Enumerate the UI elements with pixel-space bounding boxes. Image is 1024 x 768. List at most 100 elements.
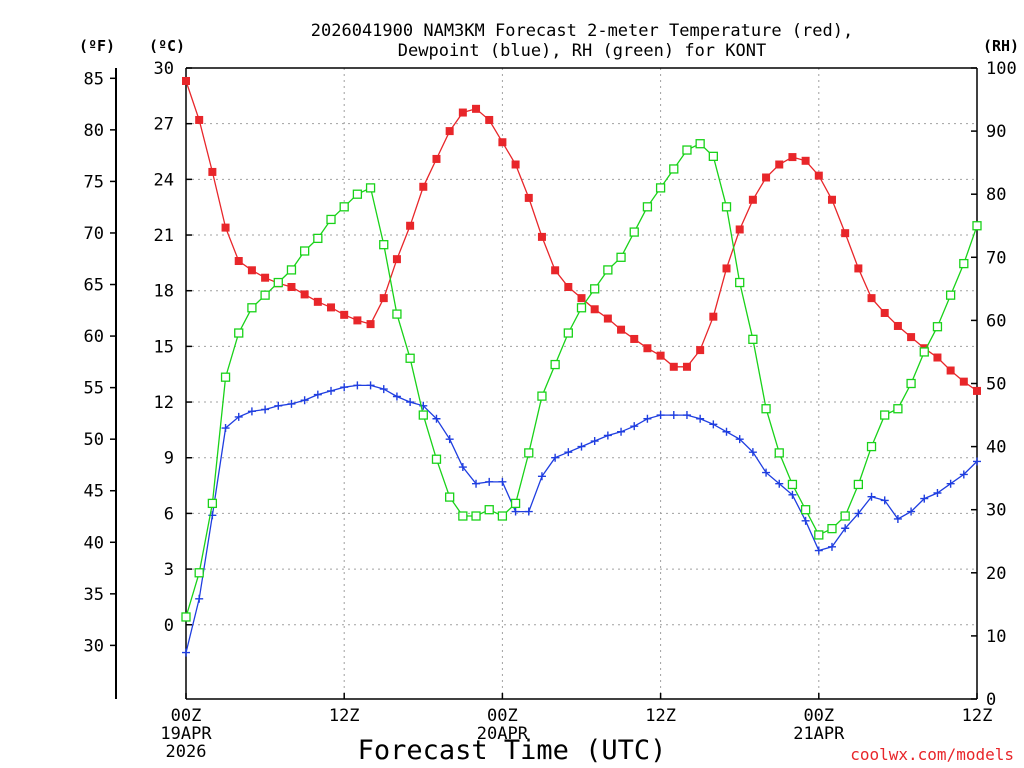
temperature-point [735,225,744,234]
fahrenheit-tick-label: 50 [84,430,104,450]
rh-point [431,454,442,464]
dewpoint-point [300,396,309,405]
temperature-point [221,223,230,232]
temperature-point [656,351,665,360]
temperature-line [185,80,978,392]
temperature-point [788,153,797,162]
temperature-point [537,232,546,241]
temperature-point [445,127,454,136]
rh-point [893,404,903,414]
temperature-point [973,386,981,395]
temperature-point [907,333,916,342]
dewpoint-point [827,542,836,551]
rh-point [629,227,639,237]
dewpoint-point [946,479,955,488]
rh-point [787,479,798,490]
dewpoint-point [379,385,388,394]
temperature-point [617,325,626,334]
dewpoint-point [893,514,902,523]
rh-tick-label: 0 [986,690,996,710]
temperature-point [814,171,823,180]
fahrenheit-tick-label: 65 [84,276,104,296]
dewpoint-point [537,472,546,481]
rh-point [814,530,824,540]
rh-tick-label: 30 [986,501,1006,521]
temperature-point [959,377,968,386]
time-tick-label: 2026 [166,742,207,762]
temperature-point [682,362,691,371]
celsius-tick-label: 18 [154,282,174,302]
temperature-point [287,282,296,291]
fahrenheit-tick-label: 80 [84,121,104,141]
fahrenheit-tick-label: 55 [84,379,104,399]
temperature-point [722,264,731,273]
celsius-tick-label: 12 [154,393,174,413]
temperature-point [880,308,889,317]
rh-point [497,511,508,521]
temperature-point [867,294,876,303]
temperature-point [313,297,322,306]
rh-point [352,189,363,199]
fahrenheit-tick-label: 30 [84,636,104,656]
temperature-point [392,255,401,264]
dewpoint-point [313,390,322,399]
temperature-point [775,160,784,169]
rh-point [563,328,573,338]
rh-point [721,202,732,212]
dewpoint-point [854,509,863,518]
dewpoint-point [669,411,678,420]
dewpoint-point [327,386,336,395]
rh-point [260,290,270,300]
rh-point [761,404,771,414]
rh-point [959,258,969,269]
celsius-tick-label: 9 [164,449,174,469]
rh-point [418,410,428,420]
celsius-tick-label: 0 [164,616,174,636]
celsius-tick-label: 3 [164,560,174,580]
time-tick-label: 12Z [645,706,676,726]
dewpoint-point [432,414,441,423]
time-tick-label: 00Z [803,706,834,726]
rh-point [655,183,666,193]
time-tick-label: 00Z [487,706,518,726]
dewpoint-point [195,594,204,603]
dewpoint-point [722,427,731,436]
rh-point [510,498,521,509]
rh-point [590,284,600,294]
fahrenheit-tick-label: 75 [84,172,104,192]
dewpoint-point [524,507,533,516]
dewpoint-point [696,414,705,423]
dewpoint-point [643,414,652,423]
rh-point [576,303,587,313]
dewpoint-point [353,381,362,390]
temperature-point [643,344,652,353]
temperature-point [327,303,336,312]
temperature-point [340,310,349,319]
rh-unit-label: (RH) [983,37,1019,55]
dewpoint-point [564,448,573,457]
rh-point [880,410,890,420]
fahrenheit-tick-label: 45 [84,482,104,502]
dewpoint-point [801,516,810,525]
rh-point [247,303,257,313]
rh-tick-label: 60 [986,311,1006,331]
rh-point [313,233,323,244]
rh-point [945,290,956,300]
rh-tick-label: 90 [986,122,1006,142]
dewpoint-point [735,435,744,444]
temperature-point [841,229,850,238]
dewpoint-point [709,420,718,429]
series-temperature [182,76,981,395]
temperature-point [195,115,204,124]
rh-point [682,145,692,155]
dewpoint-point [907,507,916,516]
rh-point [471,511,481,521]
dewpoint-point [788,490,797,499]
rh-tick-label: 10 [986,627,1006,647]
dewpoint-line [185,384,978,653]
rh-point [932,322,943,332]
temperature-point [498,138,507,147]
dewpoint-point [630,422,639,431]
dewpoint-point [340,383,349,392]
